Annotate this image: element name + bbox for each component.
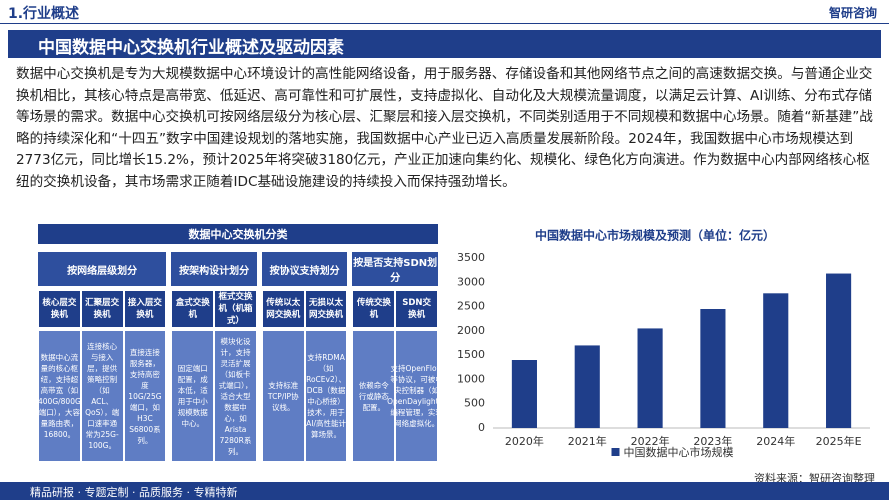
item-header: 传统交换机 — [353, 291, 395, 327]
source: 资料来源：智研咨询整理 — [754, 472, 875, 485]
x-tick-label: 2023年 — [693, 434, 732, 448]
y-tick-label: 3500 — [457, 251, 485, 264]
item-header: 盒式交换机 — [172, 291, 214, 327]
item-header: 接入层交换机 — [124, 291, 166, 327]
item-header: 传统以太网交换机 — [262, 291, 304, 327]
y-tick-label: 500 — [464, 397, 485, 410]
x-tick-label: 2025年E — [816, 434, 862, 448]
item-description: 固定端口配置，成本低，适用于中小规模数据中心。 — [172, 331, 214, 461]
item-description: 模块化设计，支持灵活扩展（如板卡式端口），适合大型数据中心，如Arista 72… — [215, 331, 256, 461]
item-description: 支持标准TCP/IP协议栈。 — [262, 331, 304, 461]
item-description: 支持OpenFlow等协议，可被中央控制器（如OpenDaylight）编程管理… — [387, 331, 446, 461]
item-header: SDN交换机 — [396, 291, 437, 327]
diagram-title: 数据中心交换机分类 — [38, 224, 438, 244]
chart-title: 中国数据中心市场规模及预测（单位：亿元） — [535, 228, 775, 243]
intro: 数据中心交换机是专为大规模数据中心环境设计的高性能网络设备，用于服务器、存储设备… — [16, 66, 873, 190]
y-tick-label: 2500 — [457, 300, 485, 313]
bar — [637, 328, 663, 428]
bar — [574, 345, 600, 428]
item-header: 框式交换机（机箱式） — [215, 291, 256, 327]
item-header: 无损以太网交换机 — [305, 291, 347, 327]
chart: 中国数据中心市场规模及预测（单位：亿元） 0 500 1000 1500 2000 250… — [457, 228, 870, 459]
item-description: 依赖命令行或静态配置。 — [353, 331, 395, 461]
x-tick-label: 2024年 — [756, 434, 795, 448]
x-tick-label: 2022年 — [631, 434, 670, 448]
top-bar: 1.行业概述 智研咨询 — [0, 0, 889, 24]
footer: 精品研报 · 专题定制 · 品质服务 · 专精特新 — [0, 482, 889, 500]
legend-label: 中国数据中心市场规模 — [624, 445, 734, 459]
brand: 智研咨询 — [828, 6, 877, 20]
section-label: 1.行业概述 — [8, 6, 80, 22]
item-description: 支持RDMA（如RoCEv2）、DCB（数据中心桥接）技术，用于AI/高性能计算… — [305, 331, 347, 461]
x-tick-label: 2021年 — [568, 434, 607, 448]
y-tick-label: 3000 — [457, 275, 485, 288]
footer-text: 精品研报 · 专题定制 · 品质服务 · 专精特新 — [30, 486, 238, 499]
legend-swatch — [611, 448, 620, 456]
group-header: 按网络层级划分 — [38, 252, 167, 286]
x-tick-label: 2020年 — [505, 434, 544, 448]
title-bar: 中国数据中心交换机行业概述及驱动因素 — [8, 30, 881, 58]
item-description: 直接连接服务器，支持高密度10G/25G端口，如H3C S6800系列。 — [124, 331, 166, 461]
bar — [763, 293, 789, 428]
y-tick-label: 1000 — [457, 372, 485, 385]
y-tick-label: 1500 — [457, 348, 485, 361]
item-description: 数据中心流量的核心枢纽，支持超高带宽（如400G/800G端口），大容量路由表，… — [38, 331, 81, 461]
y-tick-label: 0 — [478, 421, 485, 434]
bar — [511, 360, 537, 428]
group-header: 按是否支持SDN划分 — [352, 252, 438, 286]
bar — [700, 309, 726, 428]
classification-diagram: 数据中心交换机分类按网络层级划分 核心层交换机数据中心流量的核心枢纽，支持超高带宽… — [38, 224, 446, 464]
title: 中国数据中心交换机行业概述及驱动因素 — [38, 38, 344, 58]
bar — [826, 273, 852, 428]
y-tick-label: 2000 — [457, 324, 485, 337]
group-header: 按架构设计划分 — [171, 252, 257, 286]
item-description: 连接核心与接入层，提供策略控制（如ACL、QoS），端口速率通常为25G-100… — [81, 331, 123, 461]
group-header: 按协议支持划分 — [261, 252, 348, 286]
item-header: 汇聚层交换机 — [81, 291, 123, 327]
item-header: 核心层交换机 — [39, 291, 80, 327]
